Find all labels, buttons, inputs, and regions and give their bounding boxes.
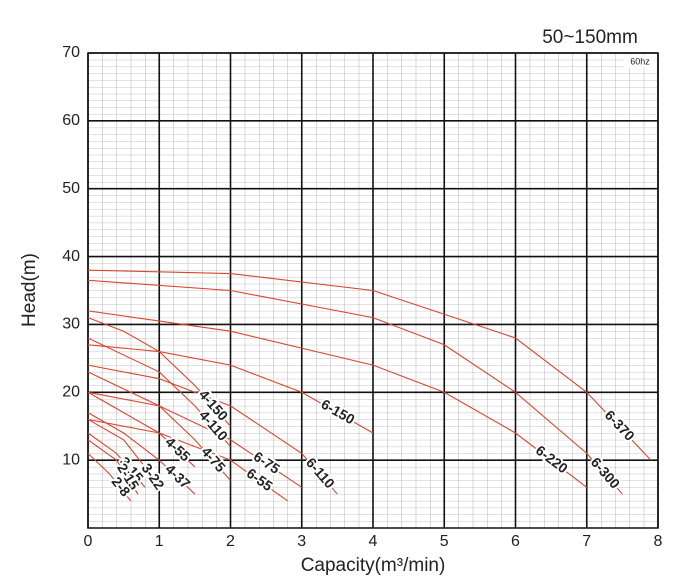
curve	[87, 371, 231, 481]
curve	[87, 337, 231, 447]
curve	[87, 452, 132, 502]
x-tick-label: 2	[226, 533, 235, 550]
curve	[87, 310, 588, 488]
curve	[87, 391, 196, 468]
chart-title: 50~150mm	[542, 27, 638, 48]
curve	[87, 432, 146, 488]
x-tick-label: 1	[155, 533, 164, 550]
x-tick-label: 0	[84, 533, 93, 550]
x-tick-label: 5	[440, 533, 449, 550]
x-tick-label: 6	[511, 533, 520, 550]
x-tick-label: 3	[297, 533, 306, 550]
y-tick-label: 50	[62, 180, 80, 197]
note: 60hz	[630, 56, 650, 66]
x-tick-label: 4	[369, 533, 378, 550]
y-tick-label: 30	[62, 316, 80, 333]
curve	[87, 364, 338, 495]
y-axis-label: Head(m)	[19, 253, 40, 327]
curve	[87, 317, 231, 427]
y-tick-label: 20	[62, 384, 80, 401]
curve	[87, 279, 623, 495]
curve	[87, 412, 196, 495]
y-tick-label: 60	[62, 112, 80, 129]
y-tick-label: 40	[62, 248, 80, 265]
y-tick-label: 10	[62, 451, 80, 468]
curve	[87, 418, 288, 502]
curve	[87, 269, 652, 461]
curve	[87, 439, 139, 495]
y-tick-label: 70	[62, 44, 80, 61]
curve	[87, 391, 303, 488]
note-box	[624, 55, 656, 68]
curve	[87, 344, 374, 434]
x-axis-label: Capacity(m³/min)	[301, 555, 446, 576]
curve	[87, 418, 160, 488]
x-tick-label: 7	[582, 533, 591, 550]
x-tick-label: 8	[654, 533, 663, 550]
